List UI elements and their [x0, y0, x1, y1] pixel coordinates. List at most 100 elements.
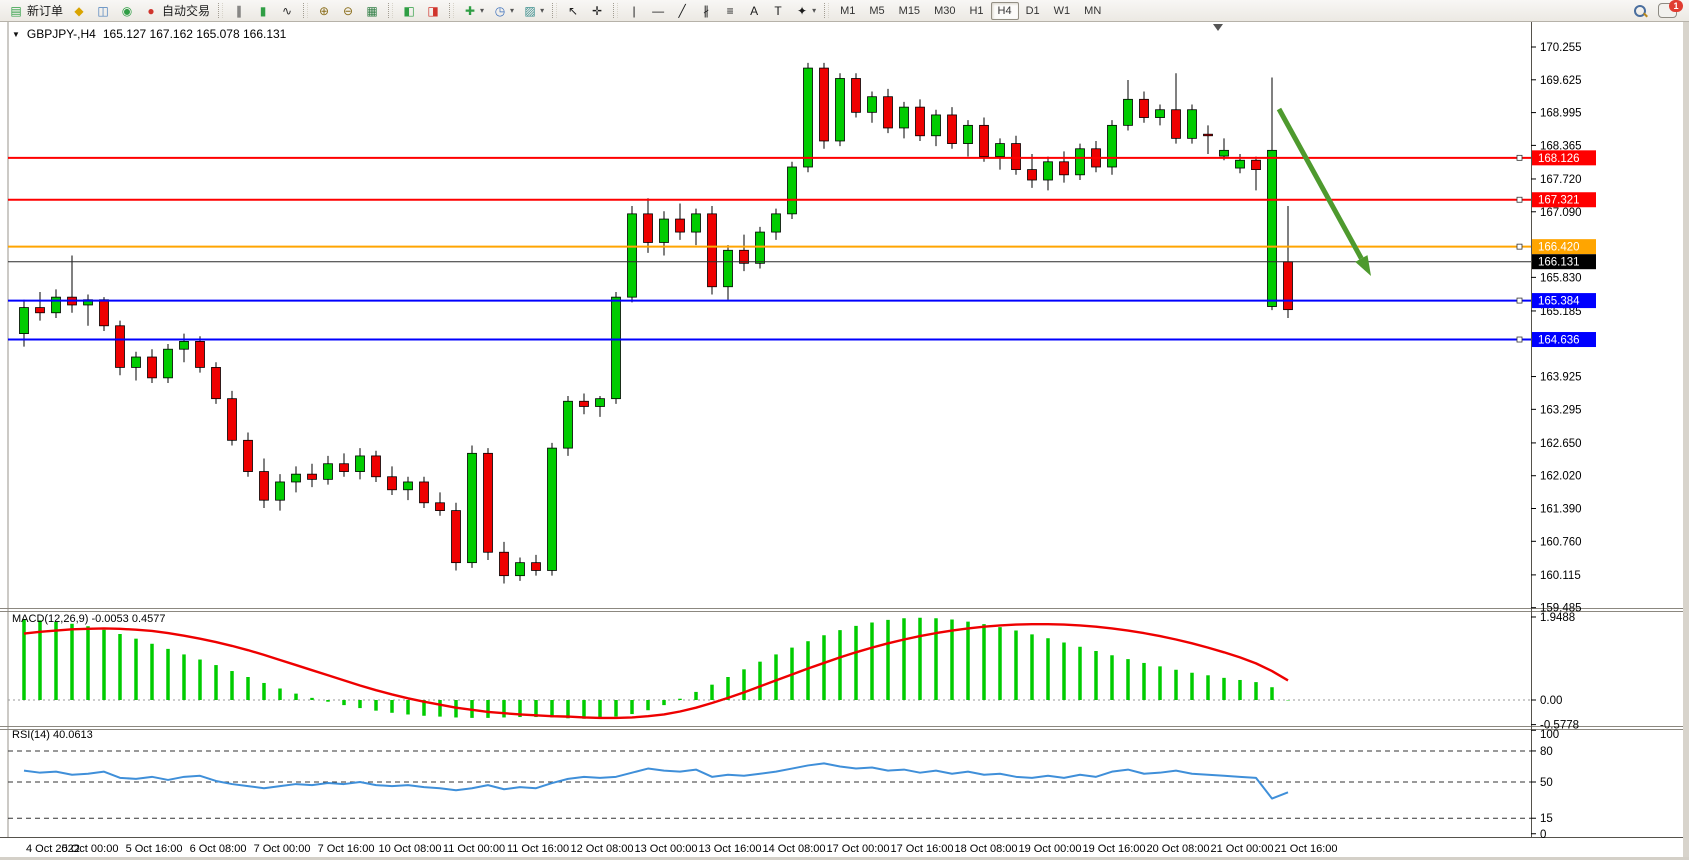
bear-candle: [579, 400, 589, 407]
bull-candle: [1219, 149, 1229, 157]
bull-candle: [931, 114, 941, 137]
bear-candle: [851, 78, 861, 113]
horizontal-lines: [8, 154, 1531, 343]
price-tick-label: 159.485: [1540, 603, 1582, 615]
rsi-axis[interactable]: 100 80 50 15 0: [1531, 729, 1559, 841]
macd-tick-label: 0.00: [1540, 695, 1562, 707]
chevron-down-icon[interactable]: ▾: [480, 6, 485, 15]
timeframe-w1[interactable]: W1: [1053, 4, 1071, 17]
indicators-button[interactable]: ✚ ▾: [458, 0, 488, 22]
rsi-tick-label: 50: [1540, 777, 1553, 789]
toolbar-groups: ▤ 新订单 ◆ ◫ ◉ ● 自动交易 ∥ ▮ ∿ ⊕ ⊖ ▦ ◧ ◨ ✚ ▾ ◷ ▾ ▨ ▾ ↖ ✛ | — ╱ ∦ ≡ A T ✦ ▾: [4, 0, 820, 22]
bear-candle: [1027, 169, 1037, 181]
line-handle[interactable]: [1516, 154, 1523, 161]
vertical-line-icon: |: [632, 3, 636, 18]
macd-signal-line: [23, 622, 1289, 720]
timeframe-m5[interactable]: M5: [869, 4, 885, 17]
price-tick-label: 167.720: [1540, 174, 1582, 186]
timeframe-h1[interactable]: H1: [969, 4, 984, 17]
channel-button[interactable]: ∦: [694, 0, 718, 22]
date-tick-label: 19 Oct 00:00: [1019, 843, 1082, 855]
annotation-arrow-down[interactable]: [1276, 107, 1371, 276]
window-bottom-edge: [0, 857, 1689, 860]
fibonacci-button[interactable]: ≡: [718, 0, 742, 22]
crosshair-button[interactable]: ✛: [585, 0, 609, 22]
candlestick-chart-button[interactable]: ▮: [251, 0, 275, 22]
text-button[interactable]: A: [742, 0, 766, 22]
chart-canvas[interactable]: 170.255 169.625 168.995 168.365 167.720 167.0…: [0, 22, 1689, 860]
chevron-down-icon[interactable]: ▾: [540, 6, 545, 15]
bull-candle: [163, 348, 173, 379]
timeframe-m15[interactable]: M15: [898, 4, 921, 17]
timeframe-h4[interactable]: H4: [990, 1, 1019, 20]
market-watch-button[interactable]: ◫: [91, 0, 115, 22]
date-tick-label: 13 Oct 16:00: [699, 843, 762, 855]
line-chart-button[interactable]: ∿: [275, 0, 299, 22]
date-tick-label: 20 Oct 08:00: [1147, 843, 1210, 855]
chevron-down-icon[interactable]: ▾: [510, 6, 515, 15]
chart-shift-button[interactable]: ◨: [421, 0, 445, 22]
text-label-button[interactable]: T: [766, 0, 790, 22]
zoom-out-button[interactable]: ⊖: [336, 0, 360, 22]
gold-button[interactable]: ◆: [67, 0, 91, 22]
one-click-toggle-icon[interactable]: ▼: [12, 29, 20, 39]
timeframe-m30[interactable]: M30: [934, 4, 956, 17]
line-handle[interactable]: [1516, 297, 1523, 304]
vline-button[interactable]: |: [622, 0, 646, 22]
bear-candle: [211, 367, 221, 400]
trendline-button[interactable]: ╱: [670, 0, 694, 22]
bull-candle: [355, 455, 365, 472]
date-tick-label: 19 Oct 16:00: [1083, 843, 1146, 855]
autotrading-button[interactable]: ● 自动交易: [139, 0, 214, 22]
chart-shift-marker[interactable]: [1213, 24, 1223, 31]
date-tick-label: 12 Oct 08:00: [571, 843, 634, 855]
text-icon: A: [750, 3, 759, 18]
templates-button[interactable]: ▨ ▾: [518, 0, 548, 22]
hline-button[interactable]: —: [646, 0, 670, 22]
timeframe-d1[interactable]: D1: [1025, 4, 1040, 17]
macd-indicator-label: MACD(12,26,9) -0.0053 0.4577: [12, 613, 166, 625]
bear-candle: [531, 562, 541, 571]
periods-button[interactable]: ◷ ▾: [488, 0, 518, 22]
axis-price-flag-label: 166.131: [1538, 257, 1580, 269]
new-order-button[interactable]: ▤ 新订单: [4, 0, 67, 22]
price-tick-label: 169.625: [1540, 75, 1582, 87]
rsi-line: [23, 762, 1289, 800]
search-icon[interactable]: [1632, 3, 1648, 19]
bear-candle: [259, 471, 269, 501]
bear-candle: [675, 218, 685, 233]
bull-candle: [659, 218, 669, 243]
bear-candle: [451, 510, 461, 564]
line-handle[interactable]: [1516, 243, 1523, 250]
signals-button[interactable]: ◉: [115, 0, 139, 22]
line-handle[interactable]: [1516, 196, 1523, 203]
price-axis[interactable]: 170.255 169.625 168.995 168.365 167.720 167.0…: [1531, 42, 1596, 615]
price-tick-label: 162.650: [1540, 438, 1582, 450]
timeframe-mn[interactable]: MN: [1084, 4, 1102, 17]
auto-scroll-button[interactable]: ◧: [397, 0, 421, 22]
bear-candle: [115, 325, 125, 368]
chevron-down-icon[interactable]: ▾: [812, 6, 817, 15]
bull-candle: [547, 447, 557, 571]
macd-tick-label: 1.9488: [1540, 612, 1575, 624]
price-tick-label: 161.390: [1540, 504, 1582, 516]
bear-candle: [1251, 159, 1261, 171]
bear-candle: [387, 476, 397, 491]
tile-windows-button[interactable]: ▦: [360, 0, 384, 22]
bear-candle: [147, 356, 157, 379]
bar-chart-button[interactable]: ∥: [227, 0, 251, 22]
line-handle[interactable]: [1516, 336, 1523, 343]
zoom-in-button[interactable]: ⊕: [312, 0, 336, 22]
axis-price-flag-label: 165.384: [1538, 296, 1580, 308]
macd-axis[interactable]: 1.9488 0.00 -0.5778: [1531, 612, 1579, 732]
bull-candle: [1107, 124, 1117, 168]
market-watch-icon: ◫: [97, 3, 109, 18]
bear-candle: [227, 398, 237, 441]
arrows-button[interactable]: ✦ ▾: [790, 0, 820, 22]
cursor-button[interactable]: ↖: [561, 0, 585, 22]
date-tick-label: 5 Oct 00:00: [62, 843, 119, 855]
macd-histogram: [22, 617, 1290, 719]
timeframe-m1[interactable]: M1: [840, 4, 856, 17]
chat-icon[interactable]: 1: [1658, 0, 1683, 18]
